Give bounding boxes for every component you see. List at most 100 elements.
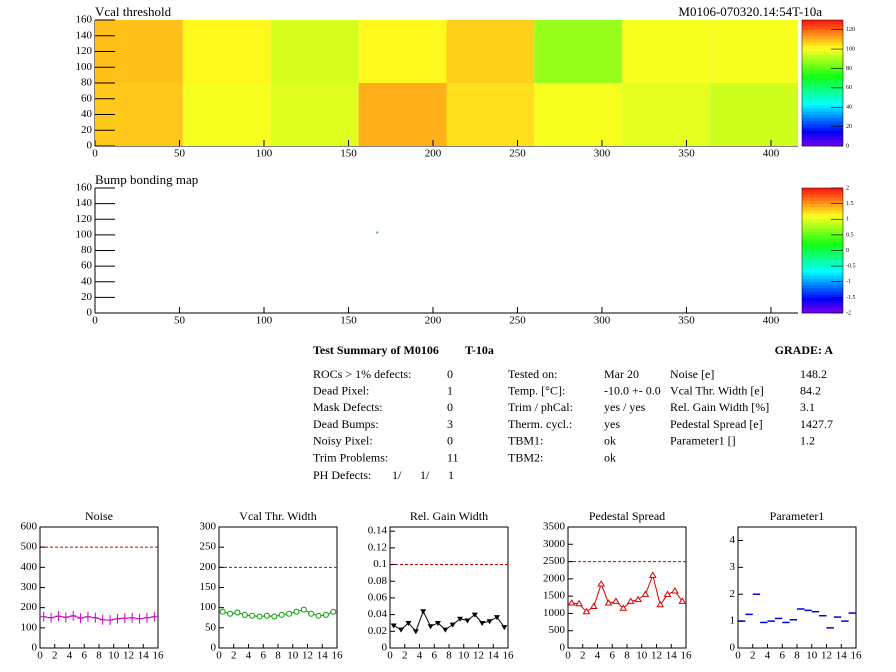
colorbar-step [802, 259, 843, 264]
heatmap-cell [446, 83, 535, 146]
colorbar-step [802, 57, 843, 62]
y-tick-label: 0.08 [368, 575, 388, 587]
x-tick-label: 2 [52, 650, 58, 662]
colorbar-step [802, 54, 843, 59]
colorbar-step [802, 45, 843, 49]
x-tick-label: 250 [509, 315, 526, 327]
colorbar-step [802, 250, 843, 254]
z-tick-label: 2 [846, 185, 849, 191]
heatmap-cell [358, 20, 447, 83]
marker [143, 612, 150, 623]
heatmap-cell [182, 83, 271, 146]
marker [678, 597, 687, 604]
y-tick-label: 200 [200, 561, 217, 573]
marker [286, 610, 293, 617]
x-tick-label: 12 [123, 650, 134, 662]
marker [597, 580, 606, 587]
y-tick-label: 2 [730, 588, 736, 600]
x-tick-label: 12 [821, 650, 832, 662]
marker [234, 609, 241, 616]
grade: GRADE: A [775, 343, 834, 357]
x-tick-label: 0 [735, 650, 741, 662]
summary-label: Temp. [°C]: [508, 383, 565, 397]
summary-label: ROCs > 1% defects: [313, 367, 411, 381]
x-tick-label: 6 [780, 650, 786, 662]
summary-value: yes [604, 417, 620, 431]
z-tick-label: 120 [846, 27, 855, 33]
series-line [43, 615, 155, 621]
y-tick-label: 1500 [543, 590, 566, 602]
x-tick-label: 6 [610, 650, 616, 662]
summary-label: TBM1: [508, 434, 543, 448]
y-tick-label: 0 [87, 307, 93, 319]
colorbar-step [802, 73, 843, 77]
summary-value: 1 [447, 383, 453, 397]
x-tick-label: 350 [678, 315, 695, 327]
summary-label: Dead Pixel: [313, 383, 369, 397]
marker [107, 615, 114, 626]
marker [442, 627, 449, 633]
colorbar-step [802, 306, 843, 311]
x-tick-label: 2 [580, 650, 586, 662]
marker [62, 612, 69, 623]
y-tick-label: 300 [200, 521, 217, 533]
x-tick-label: 0 [92, 148, 98, 160]
colorbar-step [802, 83, 843, 87]
marker [567, 599, 576, 606]
chart-title: Noise [85, 509, 113, 523]
marker [55, 611, 62, 622]
marker [390, 623, 397, 629]
colorbar-step [802, 300, 843, 304]
colorbar-step [802, 200, 843, 204]
summary-value: 0 [447, 367, 453, 381]
colorbar-step [802, 263, 843, 267]
y-tick-label: 1000 [543, 607, 566, 619]
colorbar-step [802, 213, 843, 217]
summary-label: TBM2: [508, 450, 543, 464]
z-tick-label: 20 [846, 124, 852, 130]
summary-label: Mask Defects: [313, 400, 383, 414]
chart-title: Rel. Gain Width [410, 509, 488, 523]
x-tick-label: 10 [636, 650, 648, 662]
marker [656, 600, 665, 608]
colorbar-step [802, 76, 843, 81]
colorbar-step [802, 231, 843, 236]
y-tick-label: 80 [81, 77, 93, 89]
y-tick-label: 600 [21, 521, 38, 533]
colorbar-step [802, 20, 843, 24]
x-tick-label: 4 [417, 650, 423, 662]
marker [612, 597, 620, 604]
x-tick-label: 4 [595, 650, 601, 662]
z-tick-label: -1.5 [846, 295, 856, 301]
colorbar-step [802, 67, 843, 71]
x-tick-label: 50 [174, 148, 186, 160]
colorbar-step [802, 209, 843, 214]
summary-label: Tested on: [508, 367, 557, 381]
x-tick-label: 2 [750, 650, 756, 662]
x-tick-label: 0 [387, 650, 393, 662]
marker [634, 595, 642, 603]
heatmap-cell [270, 20, 359, 83]
y-tick-label: 60 [81, 260, 93, 272]
colorbar-step [802, 297, 843, 301]
marker [249, 612, 256, 619]
x-tick-label: 8 [794, 650, 800, 662]
colorbar-step [802, 272, 843, 276]
x-tick-label: 16 [332, 650, 344, 662]
marker [405, 620, 412, 626]
summary-value: 11 [447, 450, 459, 464]
marker [129, 612, 136, 623]
marker [70, 610, 77, 621]
colorbar-step [802, 222, 843, 226]
colorbar-step [802, 105, 843, 109]
marker [641, 590, 650, 597]
colorbar-step [802, 288, 843, 292]
x-tick-label: 12 [302, 650, 313, 662]
y-tick-label: 150 [200, 581, 217, 593]
x-tick-label: 12 [473, 650, 484, 662]
colorbar-step [802, 92, 843, 96]
x-tick-label: 8 [624, 650, 630, 662]
colorbar-step [802, 29, 843, 33]
z-tick-label: 80 [846, 66, 852, 72]
y-tick-label: 3 [730, 561, 736, 573]
